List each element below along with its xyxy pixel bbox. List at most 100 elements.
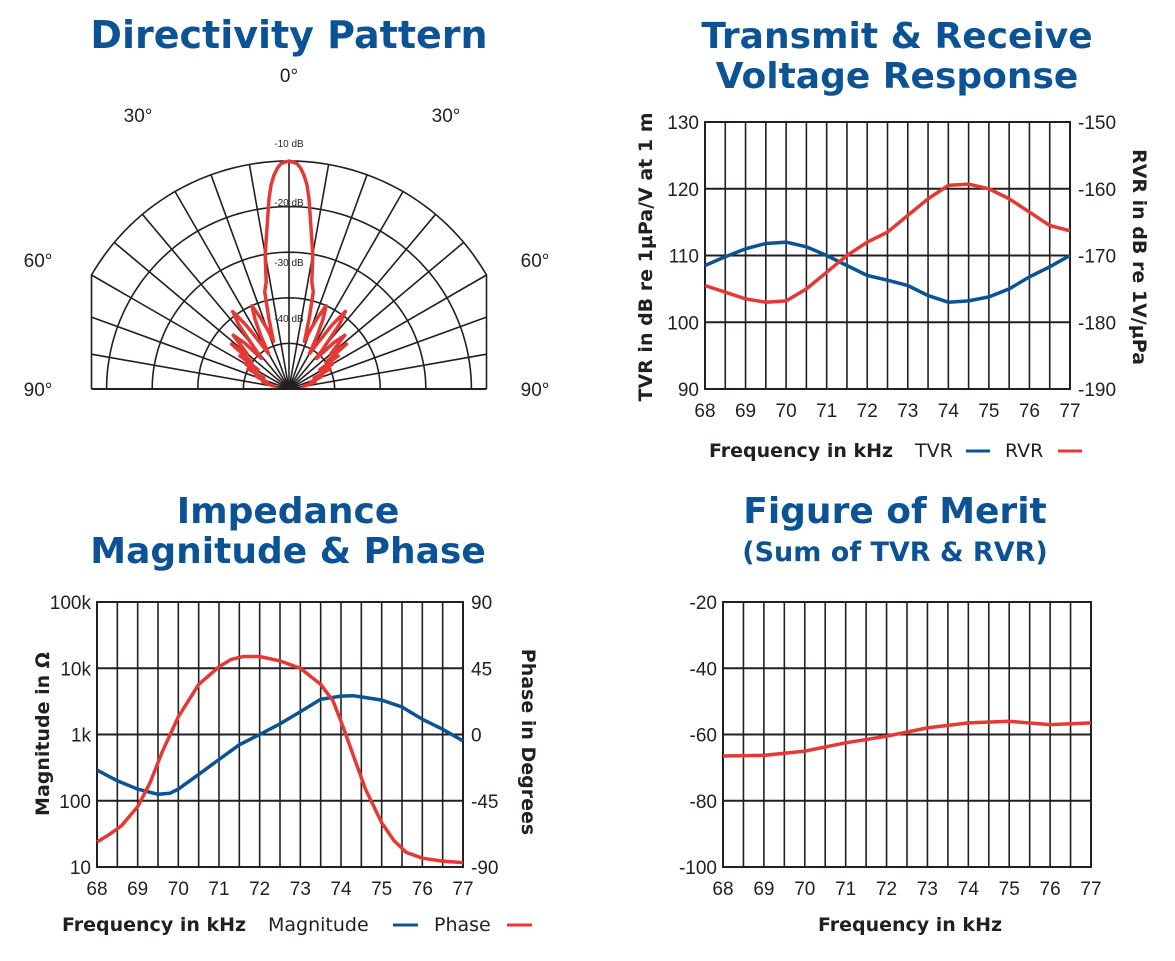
impedance-legend: Frequency in kHz Magnitude Phase	[62, 914, 532, 936]
impedance-title-line2: Magnitude & Phase	[90, 531, 486, 572]
fom-title-line1: Figure of Merit	[743, 491, 1047, 532]
angle-label-60-right: 60°	[521, 251, 550, 272]
tvr-y-tick: 130	[667, 113, 699, 134]
imp-x-tick: 74	[330, 879, 352, 900]
angle-label-90-right: 90°	[521, 380, 550, 401]
polar-spoke	[248, 164, 290, 390]
voltage-response-y2-label: RVR in dB re 1V/μPa	[1128, 149, 1150, 365]
impedance-grid	[96, 601, 464, 868]
fom-y-tick: -100	[679, 858, 717, 879]
fom-y-tick: -40	[690, 659, 717, 680]
voltage-response-x-ticks: 68 69 70 71 72 73 74 75 76 77	[694, 401, 1080, 422]
imp-x-tick: 72	[249, 879, 270, 900]
phase-series-line	[96, 654, 464, 865]
impedance-y2-label: Phase in Degrees	[517, 649, 539, 835]
fom-x-tick: 73	[917, 879, 938, 900]
tvr-y2-tick: -160	[1078, 180, 1116, 201]
tvr-x-tick: 75	[978, 401, 999, 422]
imp-y-tick: 100	[59, 792, 91, 813]
fom-grid	[722, 601, 1092, 868]
polar-spoke	[288, 164, 330, 390]
tvr-y2-tick: -170	[1078, 247, 1116, 268]
fom-x-tick: 69	[753, 879, 774, 900]
imp-x-tick: 76	[412, 879, 433, 900]
tvr-y-tick: 120	[667, 180, 699, 201]
legend-tvr-label: TVR	[914, 440, 953, 462]
polar-spoke	[288, 191, 404, 390]
voltage-response-legend: Frequency in kHz TVR RVR	[709, 440, 1082, 462]
imp-x-tick: 71	[208, 879, 229, 900]
fom-x-tick: 77	[1080, 879, 1101, 900]
polar-spoke	[91, 353, 290, 390]
polar-angle-labels: 0° 30° 30° 60° 60° 90° 90°	[24, 66, 550, 401]
fom-series-line	[722, 719, 1092, 758]
tvr-x-tick: 68	[694, 401, 715, 422]
magnitude-series-line	[96, 693, 464, 797]
voltage-response-title-line2: Voltage Response	[716, 56, 1079, 97]
tvr-x-tick: 74	[938, 401, 960, 422]
legend-magnitude-label: Magnitude	[268, 914, 369, 936]
tvr-y2-tick: -190	[1078, 380, 1116, 401]
impedance-x-label: Frequency in kHz	[62, 914, 246, 936]
polar-spoke	[210, 174, 290, 390]
fom-x-tick: 72	[876, 879, 897, 900]
polar-spoke	[141, 213, 290, 390]
imp-x-tick: 69	[127, 879, 148, 900]
imp-x-tick: 75	[371, 879, 392, 900]
imp-x-tick: 73	[290, 879, 311, 900]
fom-x-ticks: 68 69 70 71 72 73 74 75 76 77	[712, 879, 1101, 900]
impedance-y-ticks: 100k 10k 1k 100 10	[50, 593, 92, 879]
tvr-series-line	[704, 240, 1071, 304]
imp-y-tick: 1k	[71, 726, 92, 747]
angle-label-60-left: 60°	[24, 251, 53, 272]
voltage-response-title-line1: Transmit & Receive	[701, 16, 1092, 57]
polar-spoke	[288, 213, 437, 390]
tvr-x-tick: 76	[1019, 401, 1040, 422]
directivity-title: Directivity Pattern	[90, 13, 487, 57]
polar-spoke	[113, 241, 290, 390]
tvr-x-tick: 69	[735, 401, 756, 422]
tvr-y-tick: 90	[678, 380, 699, 401]
voltage-response-x-label: Frequency in kHz	[709, 440, 893, 462]
tvr-y2-tick: -180	[1078, 313, 1116, 334]
fom-y-tick: -20	[690, 593, 717, 614]
impedance-title-line1: Impedance	[177, 491, 400, 532]
fom-x-label: Frequency in kHz	[818, 914, 1002, 936]
impedance-x-ticks: 68 69 70 71 72 73 74 75 76 77	[86, 879, 473, 900]
ring-label-40db: -40 dB	[274, 314, 304, 325]
fom-x-tick: 70	[794, 879, 815, 900]
imp-x-tick: 70	[168, 879, 189, 900]
voltage-response-chart: Transmit & Receive Voltage Response 68 69…	[635, 16, 1150, 462]
tvr-y-tick: 100	[667, 313, 699, 334]
imp-x-tick: 68	[86, 879, 107, 900]
ring-label-30db: -30 dB	[274, 258, 304, 269]
ring-label-10db: -10 dB	[274, 139, 304, 150]
imp-y2-tick: 0	[471, 726, 482, 747]
angle-label-30-right: 30°	[432, 106, 461, 127]
fom-y-ticks: -20 -40 -60 -80 -100	[679, 593, 717, 879]
polar-grid	[90, 160, 488, 390]
ring-label-20db: -20 dB	[274, 198, 304, 209]
voltage-response-y-ticks: 130 120 110 100 90	[667, 113, 699, 401]
impedance-y-label: Magnitude in Ω	[32, 652, 54, 816]
voltage-response-grid	[704, 121, 1071, 390]
tvr-x-tick: 71	[816, 401, 837, 422]
polar-spoke	[174, 191, 290, 390]
imp-y-tick: 10	[70, 858, 91, 879]
impedance-chart: Impedance Magnitude & Phase 68 69 70 71 72 73…	[32, 491, 539, 936]
fom-y-tick: -60	[690, 726, 717, 747]
rvr-series-line	[704, 182, 1071, 304]
polar-spoke	[288, 174, 368, 390]
fom-x-tick: 76	[1040, 879, 1061, 900]
tvr-y2-tick: -150	[1078, 113, 1116, 134]
imp-y-tick: 100k	[50, 593, 92, 614]
tvr-y-tick: 110	[669, 247, 699, 268]
fom-x-tick: 74	[958, 879, 980, 900]
legend-rvr-label: RVR	[1005, 440, 1043, 462]
imp-x-tick: 77	[452, 879, 473, 900]
imp-y2-tick: -45	[471, 792, 498, 813]
polar-spoke	[288, 241, 465, 390]
imp-y2-tick: 90	[471, 593, 492, 614]
tvr-x-tick: 72	[857, 401, 878, 422]
imp-y2-tick: -90	[471, 858, 498, 879]
